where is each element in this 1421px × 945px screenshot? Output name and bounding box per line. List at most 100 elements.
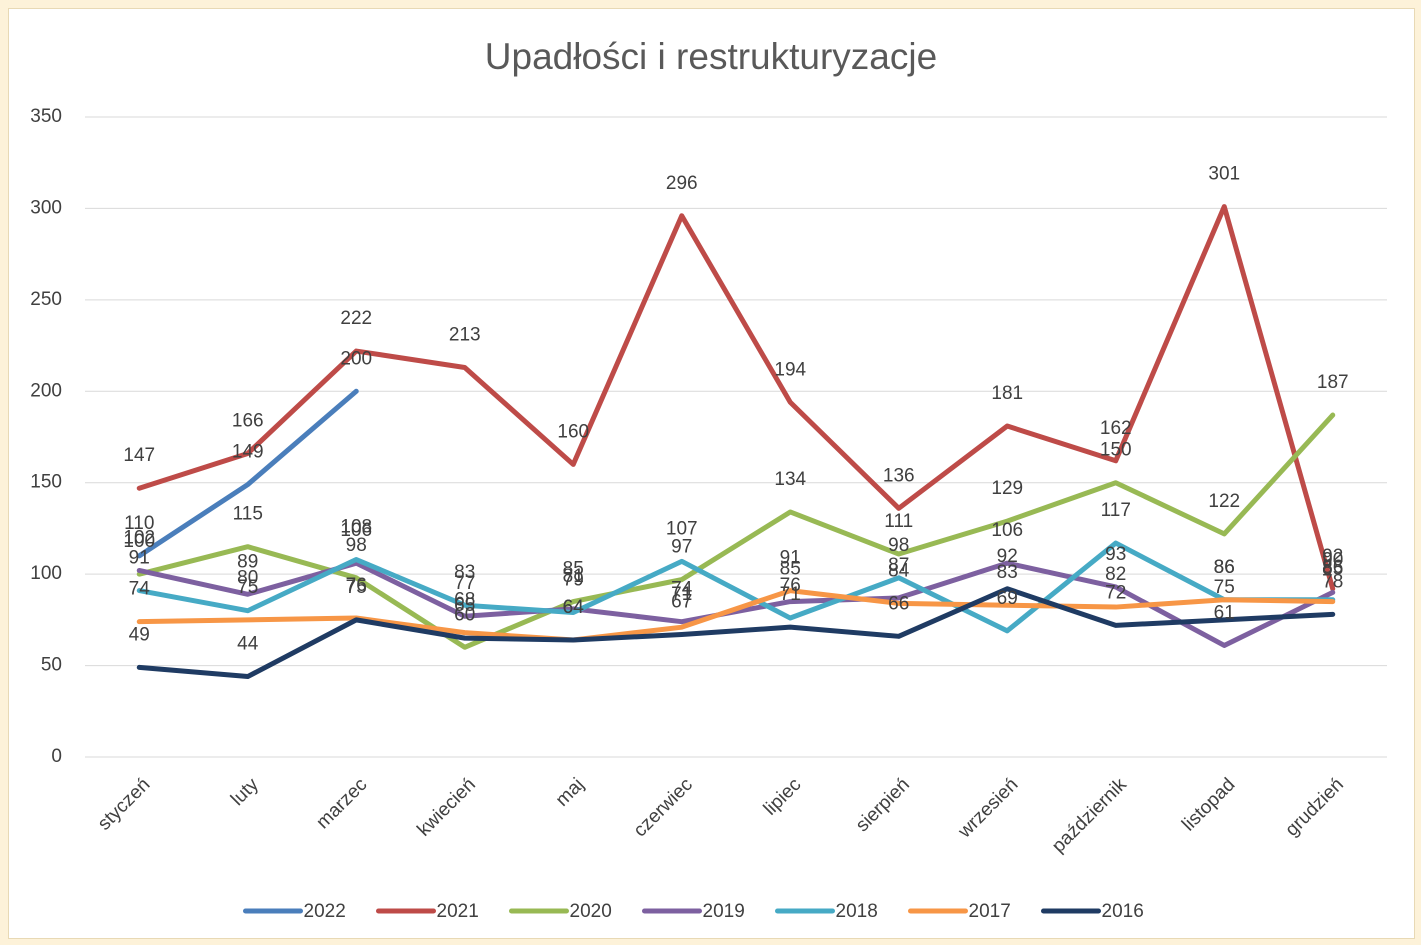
data-label: 117 xyxy=(1101,500,1131,521)
data-label: 74 xyxy=(671,579,693,600)
y-tick-label: 150 xyxy=(30,472,62,493)
series-line xyxy=(136,586,1336,680)
data-label: 93 xyxy=(1105,544,1126,565)
data-label: 194 xyxy=(774,359,806,380)
data-label: 136 xyxy=(883,465,915,486)
data-label: 106 xyxy=(991,520,1023,541)
data-label: 83 xyxy=(454,562,475,583)
data-label: 85 xyxy=(1322,559,1343,580)
data-label: 110 xyxy=(124,513,154,534)
data-label: 71 xyxy=(780,584,801,605)
data-label: 68 xyxy=(454,590,475,611)
series-line xyxy=(136,540,1336,634)
legend-label: 2017 xyxy=(969,901,1011,922)
y-tick-label: 0 xyxy=(51,746,62,767)
x-tick-label: wrzesień xyxy=(954,774,1023,843)
chart-title: Upadłości i restrukturyzacje xyxy=(485,36,937,77)
legend-label: 2021 xyxy=(437,901,479,922)
data-label: 301 xyxy=(1208,164,1240,185)
legend-label: 2019 xyxy=(703,901,745,922)
data-label: 77 xyxy=(454,573,475,594)
data-label: 98 xyxy=(888,535,909,556)
x-tick-label: styczeń xyxy=(94,774,154,834)
chart-frame xyxy=(8,8,1415,939)
data-label: 79 xyxy=(563,570,584,591)
data-label: 213 xyxy=(449,325,481,346)
data-label: 74 xyxy=(129,579,151,600)
data-label: 98 xyxy=(346,535,367,556)
data-label: 111 xyxy=(884,511,913,532)
x-tick-label: czerwiec xyxy=(630,774,697,841)
data-label: 106 xyxy=(340,520,372,541)
data-label: 80 xyxy=(237,568,258,589)
data-label: 181 xyxy=(991,383,1023,404)
data-label: 92 xyxy=(1322,546,1343,567)
data-label: 83 xyxy=(997,562,1018,583)
legend-label: 2020 xyxy=(570,901,612,922)
data-label: 75 xyxy=(237,577,258,598)
data-label: 222 xyxy=(340,308,372,329)
y-tick-label: 350 xyxy=(30,106,62,127)
data-label: 162 xyxy=(1100,418,1132,439)
data-label: 134 xyxy=(774,469,806,490)
data-label: 78 xyxy=(1322,571,1343,592)
series-line xyxy=(136,388,359,559)
data-label: 107 xyxy=(666,518,698,539)
x-tick-label: listopad xyxy=(1178,774,1239,835)
data-label: 92 xyxy=(997,546,1018,567)
data-label: 115 xyxy=(233,504,263,525)
data-label: 100 xyxy=(123,531,155,552)
x-tick-label: marzec xyxy=(312,774,371,833)
data-label: 64 xyxy=(563,597,585,618)
data-label: 44 xyxy=(237,634,259,655)
x-tick-label: maj xyxy=(552,774,589,811)
data-label: 71 xyxy=(671,584,692,605)
data-label: 149 xyxy=(232,442,264,463)
data-label: 150 xyxy=(1100,440,1132,461)
data-label: 75 xyxy=(346,577,367,598)
series-line xyxy=(136,204,1336,592)
data-label: 87 xyxy=(888,555,909,576)
data-label: 81 xyxy=(563,566,584,587)
data-label: 129 xyxy=(991,478,1023,499)
data-label: 76 xyxy=(346,575,367,596)
data-label: 66 xyxy=(888,593,909,614)
data-label: 85 xyxy=(563,559,584,580)
y-tick-label: 100 xyxy=(30,563,62,584)
data-label: 86 xyxy=(1214,557,1235,578)
x-tick-label: lipiec xyxy=(760,774,805,819)
legend-label: 2016 xyxy=(1102,901,1144,922)
data-label: 82 xyxy=(1105,564,1126,585)
data-label: 147 xyxy=(123,445,155,466)
data-label: 65 xyxy=(454,595,475,616)
data-label: 89 xyxy=(237,551,258,572)
x-tick-label: grudzień xyxy=(1281,774,1347,840)
data-label: 75 xyxy=(1214,577,1235,598)
data-label: 166 xyxy=(232,410,264,431)
data-label: 187 xyxy=(1317,372,1349,393)
data-label: 200 xyxy=(340,348,372,369)
data-label: 86 xyxy=(1322,557,1343,578)
data-label: 76 xyxy=(780,575,801,596)
data-label: 296 xyxy=(666,173,698,194)
legend-label: 2022 xyxy=(304,901,346,922)
data-label: 91 xyxy=(780,548,801,569)
x-tick-label: luty xyxy=(227,774,263,810)
data-label: 97 xyxy=(671,537,692,558)
data-label: 102 xyxy=(123,528,155,549)
series-line xyxy=(136,412,1336,650)
y-tick-label: 250 xyxy=(30,289,62,310)
data-label: 85 xyxy=(780,559,801,580)
y-tick-label: 50 xyxy=(41,655,62,676)
data-label: 90 xyxy=(1322,549,1343,570)
data-label: 72 xyxy=(1105,582,1126,603)
legend-label: 2018 xyxy=(836,901,878,922)
y-tick-label: 200 xyxy=(30,380,62,401)
data-label: 86 xyxy=(1214,557,1235,578)
data-label: 108 xyxy=(340,517,372,538)
data-label: 64 xyxy=(563,597,585,618)
data-label: 69 xyxy=(997,588,1018,609)
data-label: 160 xyxy=(557,421,589,442)
data-label: 122 xyxy=(1208,491,1240,512)
